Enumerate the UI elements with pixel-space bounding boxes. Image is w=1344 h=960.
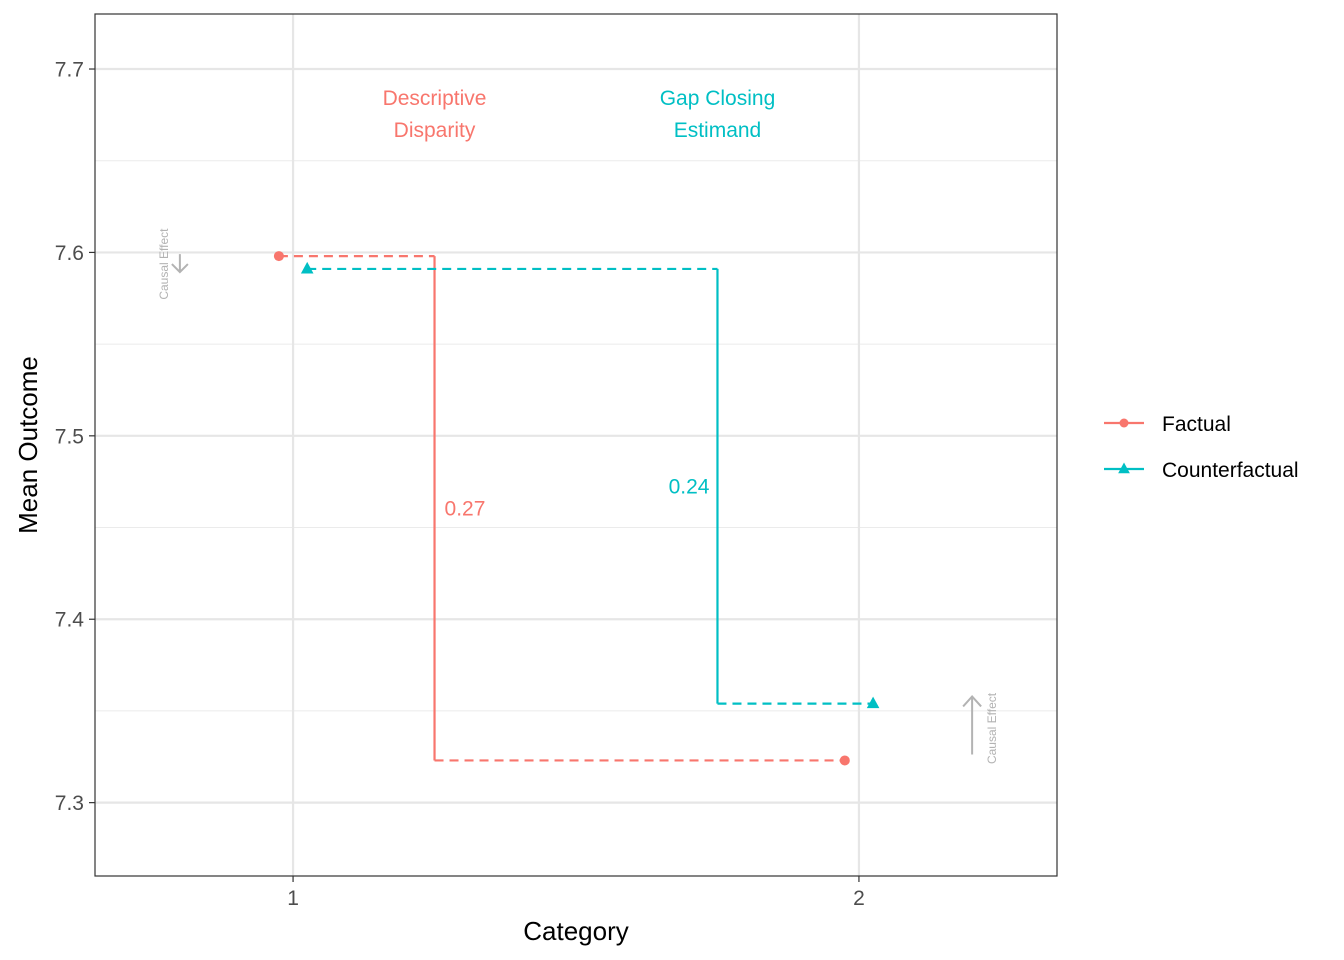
legend-key-counterfactual-triangle-icon <box>1118 462 1130 474</box>
legend-item-counterfactual: Counterfactual <box>1104 459 1299 482</box>
factual-point <box>839 755 850 766</box>
descriptive-disparity-value: 0.27 <box>445 497 486 520</box>
x-axis-title: Category <box>523 916 629 946</box>
arrow-up-icon <box>962 694 982 755</box>
panel-border <box>94 13 1058 877</box>
grid-major <box>95 14 1057 876</box>
legend-label-factual: Factual <box>1162 413 1231 436</box>
descriptive-disparity-label-line2: Disparity <box>394 119 476 142</box>
y-tick-label: 7.7 <box>55 59 84 82</box>
factual-point <box>273 251 284 262</box>
y-tick-label: 7.3 <box>55 792 84 815</box>
y-tick-label: 7.4 <box>55 609 85 632</box>
x-tick-label: 2 <box>853 887 865 910</box>
causal-effect-left-label: Causal Effect <box>157 228 171 300</box>
legend-item-factual: Factual <box>1104 413 1231 436</box>
gap-closing-label-line2: Estimand <box>674 119 762 142</box>
estimand-segments <box>278 254 874 762</box>
arrow-down-icon <box>171 254 189 274</box>
descriptive-disparity-label-line1: Descriptive <box>383 87 487 110</box>
causal-effect-left-annotation: Causal Effect <box>157 228 189 300</box>
y-axis: 7.3 7.4 7.5 7.6 7.7 <box>55 59 95 815</box>
y-tick-label: 7.5 <box>55 425 84 448</box>
x-tick-label: 1 <box>287 887 299 910</box>
legend-label-counterfactual: Counterfactual <box>1162 459 1299 482</box>
counterfactual-point <box>866 696 880 709</box>
gap-closing-label-line1: Gap Closing <box>660 87 776 110</box>
causal-effect-right-label: Causal Effect <box>985 692 999 764</box>
grid-minor <box>95 160 1057 712</box>
legend: Factual Counterfactual <box>1104 413 1299 482</box>
gap-closing-value: 0.24 <box>669 475 710 498</box>
y-axis-title: Mean Outcome <box>13 356 43 534</box>
y-tick-label: 7.6 <box>55 242 84 265</box>
counterfactual-point <box>300 261 314 274</box>
legend-key-factual-circle-icon <box>1119 418 1129 428</box>
data-points <box>273 251 880 766</box>
causal-effect-right-annotation: Causal Effect <box>962 692 999 764</box>
